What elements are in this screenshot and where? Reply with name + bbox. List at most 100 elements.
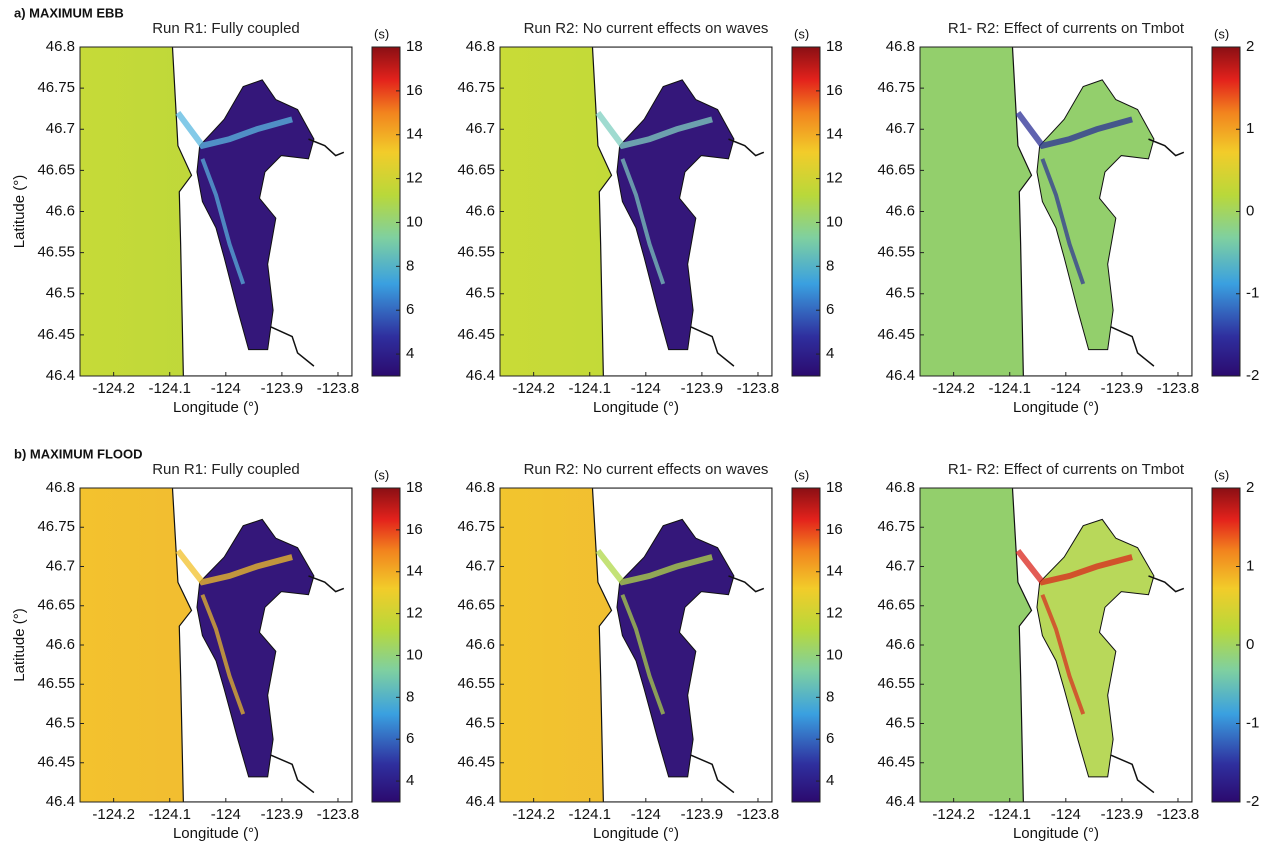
y-tick-label: 46.45	[457, 754, 495, 771]
colorbar-tick-label: 6	[826, 730, 834, 747]
y-tick-label: 46.4	[466, 793, 495, 810]
y-tick-label: 46.65	[457, 161, 495, 178]
channel	[595, 548, 713, 586]
channel	[175, 548, 293, 586]
y-tick-label: 46.75	[37, 518, 75, 535]
map	[80, 47, 352, 376]
colorbar-tick-label: 2	[1246, 479, 1254, 496]
colorbar-tick-label: 0	[1246, 636, 1254, 653]
colorbar-tick-label: 4	[826, 772, 834, 789]
river	[728, 138, 765, 157]
y-tick-label: 46.65	[457, 597, 495, 614]
y-tick-label: 46.7	[46, 557, 75, 574]
estuary	[616, 79, 735, 351]
x-axis-label: Longitude (°)	[173, 825, 259, 842]
x-tick-label: -123.9	[261, 806, 304, 823]
x-tick-label: -124.1	[988, 380, 1031, 397]
colorbar-tick-label: 4	[406, 345, 414, 362]
x-tick-label: -124.1	[988, 806, 1031, 823]
y-tick-label: 46.55	[457, 244, 495, 261]
x-tick-label: -123.8	[737, 380, 780, 397]
y-tick-label: 46.45	[37, 326, 75, 343]
channel	[1015, 111, 1133, 150]
x-tick-label: -124.2	[512, 380, 555, 397]
x-tick-label: -124.2	[92, 380, 135, 397]
y-tick-label: 46.8	[46, 479, 75, 496]
panel-title: R1- R2: Effect of currents on Tmbot	[948, 20, 1185, 37]
y-tick-label: 46.6	[886, 202, 915, 219]
channel	[620, 158, 666, 285]
y-tick-label: 46.65	[37, 597, 75, 614]
panel-title: Run R1: Fully coupled	[152, 20, 300, 37]
colorbar-unit: (s)	[374, 467, 389, 482]
x-tick-label: -123.8	[737, 806, 780, 823]
x-tick-label: -124.2	[512, 806, 555, 823]
estuary	[196, 79, 315, 351]
channel	[1015, 548, 1133, 586]
x-tick-label: -123.8	[1157, 380, 1200, 397]
y-axis-label: Latitude (°)	[11, 175, 28, 249]
colorbar-unit: (s)	[1214, 467, 1229, 482]
colorbar-tick-label: 12	[826, 170, 843, 187]
y-tick-label: 46.7	[46, 120, 75, 137]
y-tick-label: 46.5	[886, 714, 915, 731]
river	[690, 325, 735, 367]
colorbar-tick-label: -1	[1246, 285, 1259, 302]
colorbar-tick-label: 12	[406, 170, 423, 187]
panel-title: Run R1: Fully coupled	[152, 461, 300, 478]
channel	[595, 111, 713, 150]
x-axis-label: Longitude (°)	[173, 399, 259, 416]
river	[1110, 754, 1155, 794]
colorbar-tick-label: 14	[826, 563, 843, 580]
estuary	[1036, 518, 1155, 778]
colorbar-unit: (s)	[794, 26, 809, 41]
y-tick-label: 46.75	[37, 79, 75, 96]
map	[500, 47, 772, 376]
colorbar-tick-label: 8	[406, 257, 414, 274]
x-tick-label: -124.1	[148, 380, 191, 397]
y-tick-label: 46.5	[46, 714, 75, 731]
panel-title: R1- R2: Effect of currents on Tmbot	[948, 461, 1185, 478]
colorbar-tick-label: 8	[406, 688, 414, 705]
x-tick-label: -123.8	[317, 380, 360, 397]
colorbar	[1211, 487, 1241, 803]
y-tick-label: 46.6	[466, 636, 495, 653]
y-tick-label: 46.8	[886, 479, 915, 496]
y-tick-label: 46.45	[877, 754, 915, 771]
y-tick-label: 46.45	[37, 754, 75, 771]
colorbar-tick-label: 6	[406, 730, 414, 747]
colorbar-tick-label: 16	[826, 82, 843, 99]
y-tick-label: 46.75	[877, 518, 915, 535]
colorbar-tick-label: 18	[826, 38, 843, 55]
y-tick-label: 46.8	[46, 38, 75, 55]
x-tick-label: -124	[211, 380, 241, 397]
colorbar-tick-label: 1	[1246, 557, 1254, 574]
estuary	[616, 518, 735, 778]
x-tick-label: -124.2	[932, 806, 975, 823]
channel	[1040, 158, 1086, 285]
colorbar-tick-label: -1	[1246, 714, 1259, 731]
colorbar-tick-label: 14	[406, 126, 423, 143]
x-tick-label: -124	[1051, 380, 1081, 397]
x-tick-label: -123.9	[681, 380, 724, 397]
map	[920, 47, 1192, 376]
colorbar-unit: (s)	[374, 26, 389, 41]
y-tick-label: 46.7	[886, 120, 915, 137]
channel	[1040, 594, 1086, 715]
y-tick-label: 46.7	[886, 557, 915, 574]
y-tick-label: 46.75	[457, 518, 495, 535]
y-tick-label: 46.6	[886, 636, 915, 653]
y-tick-label: 46.7	[466, 120, 495, 137]
y-tick-label: 46.75	[457, 79, 495, 96]
colorbar-tick-label: 10	[826, 213, 843, 230]
y-tick-label: 46.45	[457, 326, 495, 343]
river	[270, 754, 315, 794]
colorbar-tick-label: 0	[1246, 202, 1254, 219]
row-label: a) MAXIMUM EBB	[14, 5, 124, 20]
colorbar-tick-label: -2	[1246, 367, 1259, 384]
x-tick-label: -124.2	[932, 380, 975, 397]
panel-title: Run R2: No current effects on waves	[524, 461, 769, 478]
row-label: b) MAXIMUM FLOOD	[14, 446, 143, 461]
panel-title: Run R2: No current effects on waves	[524, 20, 769, 37]
y-tick-label: 46.5	[466, 714, 495, 731]
